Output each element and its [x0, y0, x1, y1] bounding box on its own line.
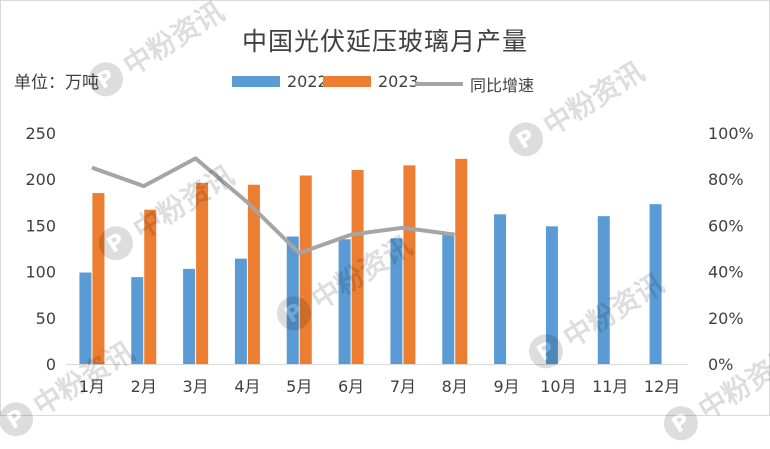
bar-2023: [455, 158, 468, 364]
bar-2022: [649, 204, 662, 364]
y-right-tick-label: 80%: [708, 170, 744, 189]
x-tick-label: 9月: [493, 377, 519, 396]
chart-frame: [0, 0, 770, 416]
bar-2023: [196, 182, 209, 364]
x-tick-label: 1月: [79, 377, 105, 396]
unit-label: 单位：万吨: [14, 73, 99, 93]
bar-2022: [338, 239, 351, 364]
bar-2022: [286, 236, 299, 364]
x-tick-label: 12月: [644, 377, 680, 396]
y-right-tick-label: 100%: [708, 124, 754, 143]
bar-2022: [234, 258, 247, 364]
y-right-tick-label: 0%: [708, 355, 733, 374]
bar-2022: [390, 238, 403, 364]
x-tick-label: 8月: [442, 377, 468, 396]
bar-2023: [351, 169, 364, 364]
legend-swatch-2023: [323, 76, 371, 87]
legend-swatch-2022: [232, 76, 280, 87]
y-right-tick-label: 60%: [708, 216, 744, 235]
y-left-tick-label: 100: [25, 263, 56, 282]
y-left-tick-label: 200: [25, 170, 56, 189]
y-left-tick-label: 0: [46, 355, 56, 374]
bar-2023: [92, 193, 105, 364]
bar-2022: [131, 277, 144, 364]
y-right-tick-label: 40%: [708, 263, 744, 282]
chart-title: 中国光伏延压玻璃月产量: [241, 27, 528, 56]
bar-2023: [247, 184, 260, 364]
legend-item-yoy: 同比增速: [415, 72, 534, 96]
legend-label-2023: 2023: [378, 72, 419, 91]
y-right-tick-label: 20%: [708, 309, 744, 328]
legend-label-yoy: 同比增速: [470, 76, 535, 95]
chart-plot: 0 50 100 150 200 250 0% 20% 40% 60% 80% 100% 1月 2月 3月 4…: [25, 124, 754, 396]
legend-item-2023: 2023: [323, 72, 419, 91]
bar-2023: [299, 175, 312, 364]
x-tick-label: 6月: [338, 377, 364, 396]
y-left-tick-label: 250: [25, 124, 56, 143]
x-tick-label: 4月: [234, 377, 260, 396]
bar-2022: [79, 272, 92, 364]
bar-2023: [403, 165, 416, 364]
bar-2023: [144, 209, 157, 364]
line-yoy-growth: [91, 156, 456, 256]
legend-label-2022: 2022: [287, 72, 328, 91]
bar-2022: [494, 214, 507, 364]
x-tick-label: 5月: [286, 377, 312, 396]
legend: 2022 2023 同比增速: [0, 72, 770, 96]
bar-2022: [597, 216, 610, 364]
bar-2022: [183, 268, 196, 364]
x-tick-label: 11月: [592, 377, 628, 396]
x-tick-label: 7月: [390, 377, 416, 396]
legend-swatch-yoy: [415, 82, 463, 86]
y-left-tick-label: 50: [36, 309, 56, 328]
legend-item-2022: 2022: [232, 72, 328, 91]
x-tick-label: 2月: [131, 377, 157, 396]
bar-2022: [442, 232, 455, 364]
x-tick-label: 10月: [540, 377, 576, 396]
x-tick-label: 3月: [182, 377, 208, 396]
bar-2022: [545, 226, 558, 364]
y-left-tick-label: 150: [25, 216, 56, 235]
